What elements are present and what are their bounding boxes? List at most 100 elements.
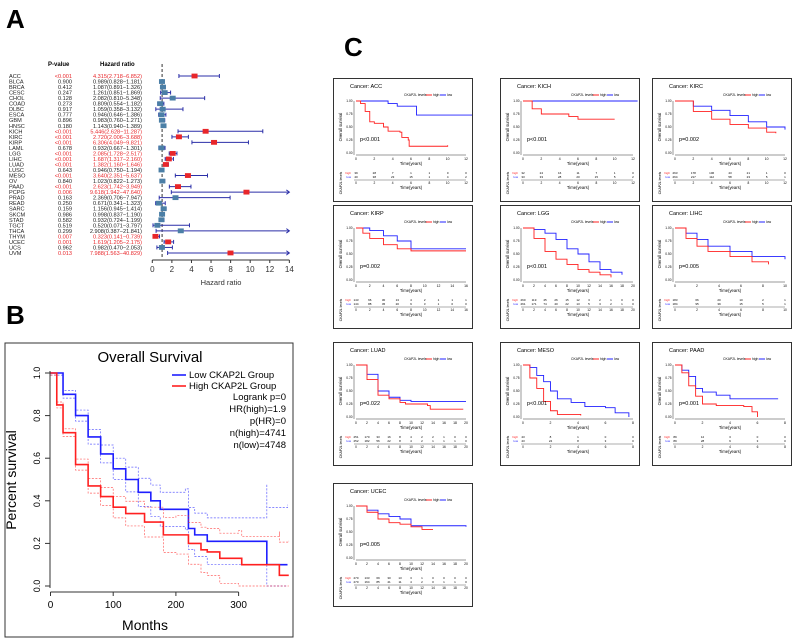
- survival-curve-high: [356, 227, 466, 252]
- ci-arrow: [286, 250, 291, 256]
- km-plot-ucec: Cancer: UCEC CKAP2L levels high low 0.00 0.25…: [333, 483, 473, 607]
- risk-count-low: 9: [410, 302, 412, 306]
- risk-count-low: 1: [443, 439, 445, 443]
- x-tick-label: 2: [540, 157, 542, 161]
- p-value: 0.128: [58, 96, 72, 102]
- risk-x-tick-label: 6: [388, 586, 390, 590]
- km-plot-kirc: Cancer: KIRC CKAP2L levels high low 0.00 0.25…: [652, 78, 792, 202]
- risk-x-tick-label: 10: [783, 308, 787, 312]
- p-value: 0.163: [58, 196, 72, 202]
- risk-count-high: 3: [410, 576, 412, 580]
- risk-count-high: 106: [709, 171, 714, 175]
- hazard-ratio-text: 2.082(0.810−5.348): [93, 96, 142, 102]
- y-axis-label: Overall survival: [338, 377, 343, 406]
- y-axis-label: Overall survival: [505, 113, 510, 142]
- risk-x-tick-label: 8: [399, 586, 401, 590]
- risk-count-low: 1: [432, 439, 434, 443]
- risk-row-label-high: high: [345, 576, 351, 580]
- risk-x-tick-label: 4: [377, 445, 379, 449]
- hr-marker: [169, 95, 176, 101]
- risk-row-label-high: high: [345, 171, 351, 175]
- survival-curve-high: [523, 364, 582, 416]
- y-tick-label: 0.2: [32, 537, 42, 550]
- x-tick-label: 8: [566, 284, 568, 288]
- hazard-ratio-text: 0.809(0.554−1.182): [93, 102, 142, 108]
- risk-x-tick-label: 2: [692, 181, 694, 185]
- hr-marker: [152, 233, 159, 239]
- risk-count-low: 1: [454, 439, 456, 443]
- survival-curve-low: [356, 227, 466, 250]
- risk-x-tick-label: 4: [729, 445, 731, 449]
- risk-row-label-low: low: [665, 302, 670, 306]
- risk-count-high: 0: [605, 435, 607, 439]
- survival-curve-low: [675, 364, 779, 400]
- x-tick-label: 12: [783, 157, 787, 161]
- risk-count-high: 66: [368, 298, 372, 302]
- risk-x-tick-label: 6: [410, 181, 412, 185]
- risk-x-tick-label: 18: [453, 586, 457, 590]
- p-value-header: P-value: [48, 62, 70, 68]
- y-tick-label: 1.00: [665, 99, 671, 103]
- risk-x-tick-label: 6: [757, 445, 759, 449]
- hr-marker: [158, 217, 165, 223]
- p-value: 0.007: [58, 234, 72, 240]
- y-axis-label: Overall survival: [505, 377, 510, 406]
- y-axis-label: Percent survival: [3, 430, 19, 530]
- x-tick-label: 8: [595, 157, 597, 161]
- y-tick-label: 1.00: [346, 226, 352, 230]
- x-tick-label: 4: [729, 421, 731, 425]
- x-tick-label: 12: [265, 265, 274, 274]
- y-tick-label: 0.4: [32, 495, 42, 508]
- x-tick-label: 6: [555, 284, 557, 288]
- hazard-ratio-text: 1.687(1.317−2.160): [93, 157, 142, 163]
- cancer-label: STAD: [9, 218, 24, 224]
- x-tick-label: 4: [718, 284, 720, 288]
- legend-high: high: [600, 357, 607, 361]
- risk-count-high: 30: [382, 298, 386, 302]
- risk-x-tick-label: 10: [576, 308, 580, 312]
- y-tick-label: 0.25: [513, 265, 519, 269]
- x-axis-label: Time(years): [400, 566, 423, 571]
- risk-count-low: 0: [465, 439, 467, 443]
- hr-marker: [184, 173, 191, 178]
- p-value: 0.001: [58, 240, 72, 246]
- y-tick-label: 0.50: [513, 252, 519, 256]
- risk-count-high: 1: [443, 435, 445, 439]
- hazard-ratio-text: 1.382(1.160−1.646): [93, 162, 142, 168]
- x-tick-label: 10: [576, 284, 580, 288]
- risk-count-high: 0: [757, 435, 759, 439]
- risk-count-high: 133: [364, 576, 369, 580]
- x-tick-label: 14: [450, 284, 454, 288]
- hazard-ratio-text: 0.982(0.470−2.053): [93, 245, 142, 251]
- risk-x-tick-label: 4: [392, 181, 394, 185]
- risk-row-label-low: low: [346, 302, 351, 306]
- risk-count-low: 4: [447, 175, 449, 179]
- x-tick-label: 10: [246, 265, 255, 274]
- y-tick-label: 0.50: [346, 530, 352, 534]
- y-tick-label: 0.8: [32, 409, 42, 422]
- risk-count-low: 23: [391, 175, 395, 179]
- risk-x-tick-label: 4: [383, 308, 385, 312]
- plot-title: Cancer: PAAD: [669, 348, 704, 354]
- x-tick-label: 4: [383, 284, 385, 288]
- km-plot-acc: Cancer: ACC CKAP2L levels high low 0.00 0.25 0…: [333, 78, 474, 202]
- x-tick-label: 8: [747, 157, 749, 161]
- risk-count-high: 0: [443, 576, 445, 580]
- p-value: 0.777: [58, 113, 72, 119]
- risk-x-tick-label: 18: [453, 445, 457, 449]
- risk-x-tick-label: 8: [399, 445, 401, 449]
- risk-count-high: 45: [543, 298, 547, 302]
- x-tick-label: 0: [674, 157, 676, 161]
- p-value: p=0.002: [360, 264, 380, 270]
- y-tick-label: 0.00: [665, 415, 671, 419]
- hazard-ratio-text: 0.932(0.667−1.301): [93, 146, 142, 152]
- p-value: 0.250: [58, 201, 72, 207]
- risk-x-tick-label: 2: [366, 445, 368, 449]
- y-tick-label: 0.75: [346, 239, 352, 243]
- risk-count-high: 20: [717, 298, 721, 302]
- plot-frame: [4, 342, 294, 638]
- risk-count-high: 39: [354, 171, 358, 175]
- x-tick-label: 10: [409, 562, 413, 566]
